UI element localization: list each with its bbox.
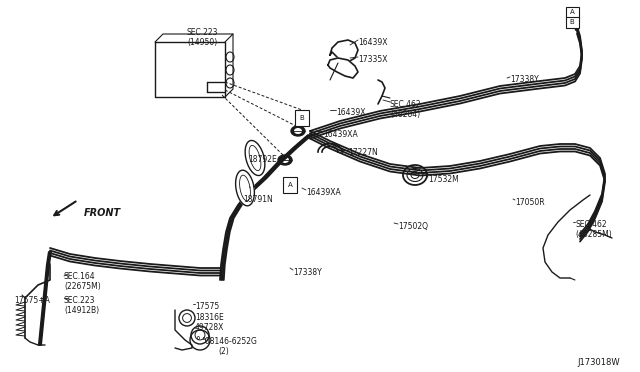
Text: 17335X: 17335X [358,55,387,64]
Ellipse shape [281,157,289,163]
Text: 18791N: 18791N [243,195,273,204]
Text: SEC.223: SEC.223 [64,296,95,305]
Text: FRONT: FRONT [84,208,121,218]
Text: SEC.462: SEC.462 [390,100,422,109]
Text: B: B [570,19,574,25]
Text: 17050R: 17050R [515,198,545,207]
Polygon shape [236,170,254,206]
Text: 16439X: 16439X [336,108,365,117]
Text: (22675M): (22675M) [64,282,100,291]
Text: 18792E: 18792E [248,155,276,164]
Text: 17532M: 17532M [428,175,459,184]
Text: SEC.462: SEC.462 [575,220,607,229]
Text: 17575+A: 17575+A [14,296,50,305]
Text: A: A [287,182,292,188]
Text: 17227N: 17227N [348,148,378,157]
Text: °: ° [195,336,200,346]
Text: (14912B): (14912B) [64,306,99,315]
Text: SEC.164: SEC.164 [64,272,95,281]
Text: 16439X: 16439X [358,38,387,47]
FancyBboxPatch shape [566,6,579,17]
FancyBboxPatch shape [283,177,297,193]
Text: (46284): (46284) [390,110,420,119]
Text: B: B [300,115,305,121]
Text: 49728X: 49728X [195,323,225,332]
FancyBboxPatch shape [295,110,309,126]
Text: 16439XA: 16439XA [323,130,358,139]
Polygon shape [328,58,358,78]
Ellipse shape [278,155,292,165]
Text: (46285M): (46285M) [575,230,612,239]
Polygon shape [245,141,265,176]
Text: (2): (2) [218,347,228,356]
Text: (14950): (14950) [187,38,217,47]
Text: 17338Y: 17338Y [293,268,322,277]
Text: J173018W: J173018W [577,358,620,367]
Text: 17502Q: 17502Q [398,222,428,231]
Text: 17338Y: 17338Y [510,75,539,84]
Text: 17575: 17575 [195,302,220,311]
Text: SEC.223: SEC.223 [186,28,218,37]
Text: 18316E: 18316E [195,313,224,322]
FancyBboxPatch shape [566,16,579,28]
Text: °08146-6252G: °08146-6252G [201,337,257,346]
Polygon shape [330,40,358,62]
Ellipse shape [291,126,305,136]
Text: A: A [570,9,574,15]
Text: 16439XA: 16439XA [306,188,340,197]
Ellipse shape [294,128,302,134]
